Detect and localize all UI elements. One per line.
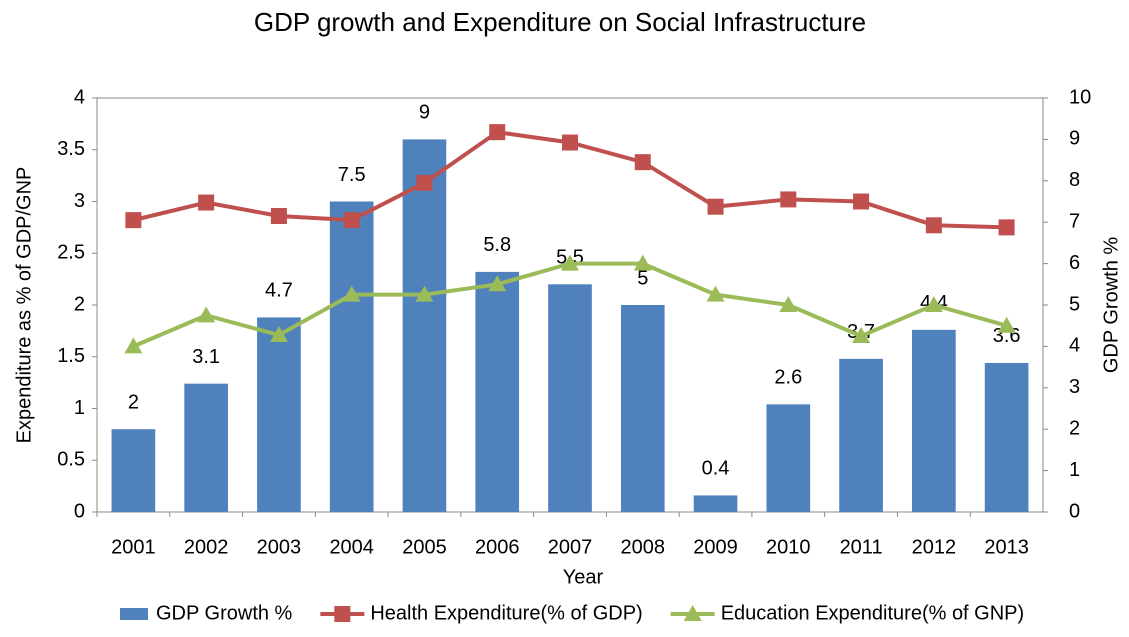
marker xyxy=(562,134,578,151)
bar xyxy=(402,139,447,512)
y2-tick-label: 2 xyxy=(1069,417,1080,439)
data-label: 7.5 xyxy=(338,164,366,186)
y2-tick-label: 8 xyxy=(1069,169,1080,191)
legend-marker xyxy=(683,605,702,621)
marker xyxy=(706,285,725,302)
y2-tick-label: 0 xyxy=(1069,500,1080,522)
bar xyxy=(475,271,520,512)
x-tick-label: 2007 xyxy=(548,536,593,558)
bar xyxy=(111,429,156,512)
marker xyxy=(342,285,361,302)
bar xyxy=(693,495,738,512)
y-tick-label: 3 xyxy=(74,190,85,212)
x-tick-label: 2004 xyxy=(329,536,374,558)
data-label: 5 xyxy=(637,267,648,289)
y-tick-label: 1 xyxy=(74,397,85,419)
y-tick-label: 1.5 xyxy=(57,345,85,367)
data-label: 2 xyxy=(128,391,139,413)
y2-tick-label: 6 xyxy=(1069,252,1080,274)
y2-tick-label: 1 xyxy=(1069,459,1080,481)
y-axis-label: Expenditure as % of GDP/GNP xyxy=(13,167,35,444)
y-tick-label: 0.5 xyxy=(57,449,85,471)
marker xyxy=(269,326,288,343)
x-tick-label: 2006 xyxy=(475,536,520,558)
x-tick-label: 2008 xyxy=(621,536,666,558)
marker xyxy=(780,191,797,208)
y-tick-label: 0 xyxy=(74,500,85,522)
y-tick-label: 2 xyxy=(74,293,85,315)
bar xyxy=(912,329,956,512)
marker xyxy=(561,254,579,271)
marker xyxy=(125,212,142,229)
bar xyxy=(329,201,374,512)
y-tick-label: 2.5 xyxy=(57,242,85,264)
x-axis-label: Year xyxy=(563,566,604,588)
bar xyxy=(766,404,811,512)
marker xyxy=(489,124,506,141)
x-tick-label: 2003 xyxy=(257,536,302,558)
legend-marker xyxy=(334,606,351,622)
marker xyxy=(270,207,287,224)
marker xyxy=(634,154,651,171)
x-tick-label: 2010 xyxy=(766,536,811,558)
x-tick-label: 2005 xyxy=(402,536,447,558)
y2-tick-label: 9 xyxy=(1069,128,1080,150)
marker xyxy=(779,296,798,312)
bar xyxy=(620,305,665,512)
x-tick-label: 2002 xyxy=(184,536,229,558)
bar xyxy=(548,284,592,512)
x-tick-label: 2011 xyxy=(840,536,883,558)
x-tick-label: 2009 xyxy=(693,536,738,558)
bar xyxy=(257,317,301,512)
chart-title: GDP growth and Expenditure on Social Inf… xyxy=(254,7,866,37)
marker xyxy=(197,306,216,323)
marker xyxy=(415,285,434,302)
marker xyxy=(924,296,943,312)
x-tick-label: 2012 xyxy=(912,536,957,558)
legend-label: GDP Growth % xyxy=(156,602,293,624)
marker xyxy=(853,193,870,210)
y2-tick-label: 4 xyxy=(1069,335,1080,357)
legend-swatch xyxy=(120,608,148,620)
marker xyxy=(998,219,1015,236)
data-label: 3.1 xyxy=(192,346,220,368)
legend-label: Education Expenditure(% of GNP) xyxy=(721,602,1025,624)
x-tick-label: 2001 xyxy=(111,536,156,558)
marker xyxy=(198,194,215,211)
bar xyxy=(184,383,228,512)
marker xyxy=(343,212,360,229)
data-label: 4.7 xyxy=(265,280,293,302)
y2-axis-label: GDP Growth % xyxy=(1100,237,1122,374)
marker xyxy=(124,337,143,354)
y2-tick-label: 10 xyxy=(1069,86,1091,108)
bar xyxy=(984,362,1029,512)
x-tick-label: 2013 xyxy=(984,536,1029,558)
marker xyxy=(488,275,507,292)
marker xyxy=(997,316,1016,333)
y-tick-label: 3.5 xyxy=(57,138,85,160)
bar xyxy=(839,358,883,512)
marker xyxy=(707,198,724,215)
marker xyxy=(416,174,433,191)
marker xyxy=(925,217,942,234)
y2-tick-label: 7 xyxy=(1069,210,1080,232)
y2-tick-label: 3 xyxy=(1069,376,1080,398)
legend-label: Health Expenditure(% of GDP) xyxy=(370,602,642,624)
y2-tick-label: 5 xyxy=(1069,293,1080,315)
y-tick-label: 4 xyxy=(74,86,85,108)
marker xyxy=(852,327,871,344)
data-label: 5.8 xyxy=(483,234,511,256)
data-label: 0.4 xyxy=(702,458,730,480)
data-label: 9 xyxy=(419,102,430,124)
marker xyxy=(633,254,652,271)
data-label: 2.6 xyxy=(774,367,802,389)
